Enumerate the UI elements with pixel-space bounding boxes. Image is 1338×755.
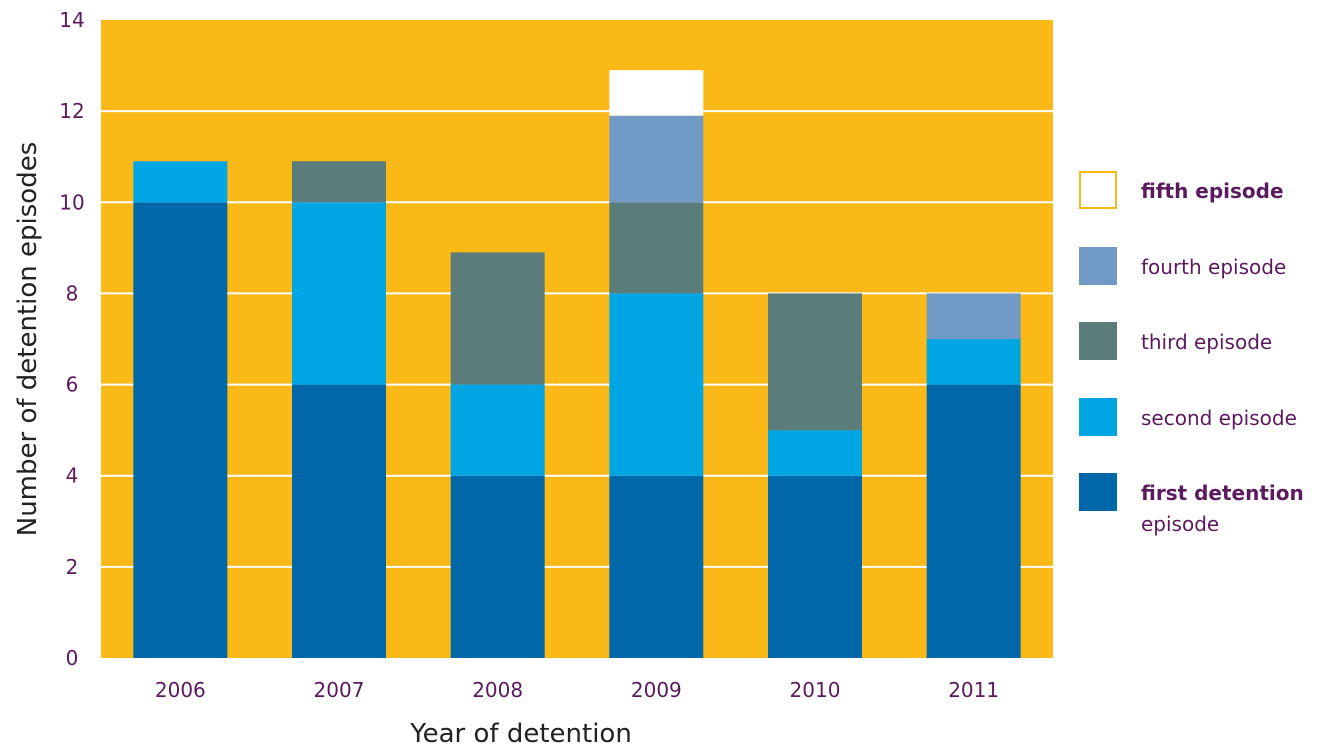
legend-swatch [1079, 398, 1117, 436]
bar-segment [768, 293, 862, 430]
y-tick-label: 0 [66, 646, 79, 670]
x-tick-label: 2006 [155, 678, 206, 702]
y-tick-label: 12 [59, 99, 84, 123]
bar-segment [609, 202, 703, 293]
legend-swatch [1079, 473, 1117, 511]
bar-segment [451, 252, 545, 384]
x-tick-label: 2009 [631, 678, 682, 702]
bar-segment [609, 116, 703, 203]
legend-label: second episode [1141, 406, 1297, 430]
x-axis-title: Year of detention [409, 719, 632, 749]
bar-segment [609, 70, 703, 116]
bar-segment [609, 293, 703, 475]
bar-segment [927, 385, 1021, 658]
bar-segment [292, 385, 386, 658]
bar-segment [927, 293, 1021, 339]
x-tick-label: 2008 [472, 678, 523, 702]
y-tick-label: 14 [59, 8, 84, 32]
bar-segment [451, 476, 545, 658]
x-tick-label: 2010 [790, 678, 841, 702]
plot-background [101, 20, 1053, 658]
x-tick-label: 2011 [948, 678, 999, 702]
legend-label: first detention [1141, 481, 1304, 505]
bar-segment [768, 476, 862, 658]
bar-segment [927, 339, 1021, 385]
bar-segment [768, 430, 862, 476]
y-tick-label: 6 [66, 373, 79, 397]
bar-segment [609, 476, 703, 658]
legend-swatch [1080, 172, 1116, 208]
y-tick-label: 2 [66, 555, 79, 579]
legend-label: fifth episode [1141, 179, 1284, 203]
bar-segment [292, 202, 386, 384]
legend-label: third episode [1141, 330, 1272, 354]
x-tick-label: 2007 [314, 678, 365, 702]
legend-swatch [1079, 322, 1117, 360]
bar-segment [133, 202, 227, 658]
legend-swatch [1079, 247, 1117, 285]
bar-segment [451, 385, 545, 476]
y-axis-title: Number of detention episodes [13, 142, 43, 537]
bar-segment [133, 161, 227, 202]
y-tick-label: 10 [59, 190, 84, 214]
legend-label-continued: episode [1141, 512, 1219, 536]
y-tick-label: 8 [66, 281, 79, 305]
legend-label: fourth episode [1141, 255, 1286, 279]
y-tick-label: 4 [66, 464, 79, 488]
bar-segment [292, 161, 386, 202]
